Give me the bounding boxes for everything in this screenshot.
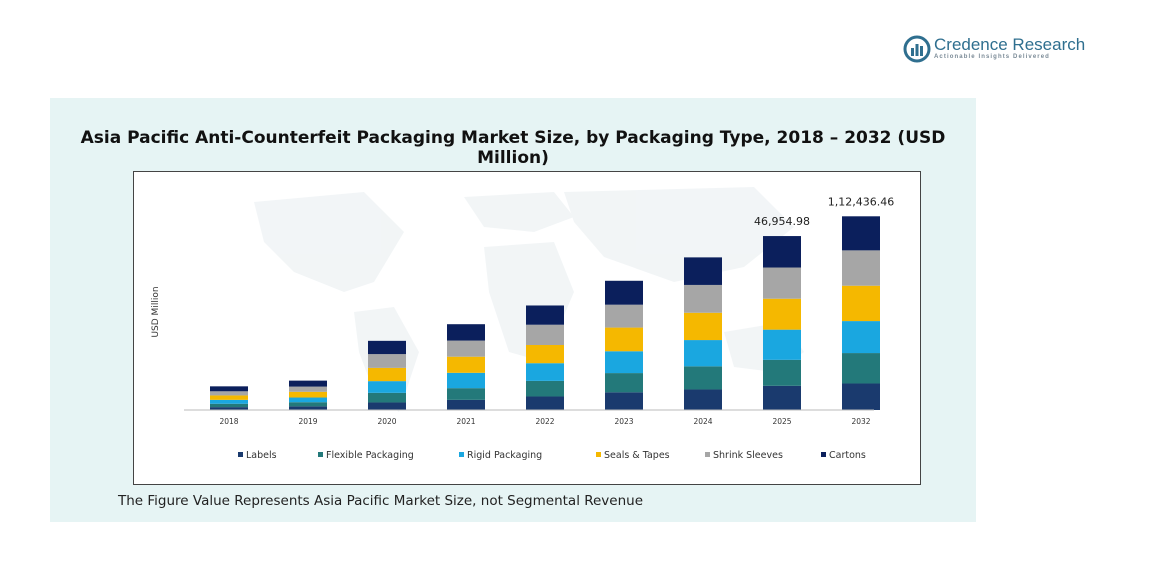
bar-segment-2023-3 xyxy=(605,327,643,352)
bar-segment-2023-2 xyxy=(605,351,643,374)
footnote: The Figure Value Represents Asia Pacific… xyxy=(118,493,644,509)
bar-segment-2021-5 xyxy=(447,324,485,341)
bar-segment-2021-1 xyxy=(447,388,485,400)
bar-segment-2019-1 xyxy=(289,402,327,407)
bar-segment-2032-5 xyxy=(842,216,880,251)
legend-label-2: Rigid Packaging xyxy=(467,450,542,461)
bar-segment-2019-4 xyxy=(289,386,327,392)
bar-segment-2019-5 xyxy=(289,380,327,387)
bar-segment-2018-3 xyxy=(210,395,248,400)
bar-segment-2019-0 xyxy=(289,406,327,410)
legend-label-4: Shrink Sleeves xyxy=(713,450,783,461)
chart-panel: Asia Pacific Anti-Counterfeit Packaging … xyxy=(50,98,976,522)
legend-label-1: Flexible Packaging xyxy=(326,450,414,461)
bar-segment-2023-0 xyxy=(605,392,643,410)
legend-marker-4 xyxy=(705,452,710,457)
bar-segment-2024-0 xyxy=(684,389,722,410)
bar-segment-2020-5 xyxy=(368,340,406,355)
legend-marker-2 xyxy=(459,452,464,457)
bar-segment-2019-2 xyxy=(289,397,327,403)
x-tick-label: 2022 xyxy=(535,417,554,426)
bar-segment-2022-0 xyxy=(526,396,564,410)
chart-svg: 2018 2019 2020 2021 2022 2023 2024 2025 2032 46,… xyxy=(151,187,894,461)
data-label-2025: 46,954.98 xyxy=(754,215,810,228)
x-tick-label: 2024 xyxy=(693,417,712,426)
legend-label-3: Seals & Tapes xyxy=(604,450,670,461)
bar-segment-2024-5 xyxy=(684,257,722,285)
bar-segment-2024-3 xyxy=(684,312,722,341)
bar-segment-2032-3 xyxy=(842,285,880,322)
bar-segment-2025-1 xyxy=(763,359,801,386)
x-tick-label: 2021 xyxy=(456,417,475,426)
bar-segment-2024-4 xyxy=(684,284,722,313)
legend-marker-1 xyxy=(318,452,323,457)
bar-segment-2022-2 xyxy=(526,363,564,381)
legend-marker-5 xyxy=(821,452,826,457)
bar-segment-2019-3 xyxy=(289,391,327,398)
data-label-2032: 1,12,436.46 xyxy=(828,195,894,208)
brand-name: Credence Research xyxy=(934,35,1086,54)
bar-segment-2020-2 xyxy=(368,381,406,393)
bar-segment-2025-4 xyxy=(763,267,801,299)
brand-tagline: Actionable Insights Delivered xyxy=(934,54,1050,60)
legend-label-5: Cartons xyxy=(829,450,866,461)
bar-segment-2032-1 xyxy=(842,353,880,384)
bar-segment-2022-3 xyxy=(526,345,564,364)
bar-segment-2022-1 xyxy=(526,380,564,397)
x-tick-label: 2032 xyxy=(851,417,870,426)
bar-segment-2023-4 xyxy=(605,304,643,328)
bar-segment-2020-4 xyxy=(368,354,406,368)
x-tick-label: 2025 xyxy=(772,417,791,426)
brand-logo-icon xyxy=(903,35,931,63)
bar-segment-2022-5 xyxy=(526,305,564,325)
bar-segment-2021-0 xyxy=(447,399,485,410)
brand-logo: Credence Research Actionable Insights De… xyxy=(903,33,1093,67)
bar-segment-2023-5 xyxy=(605,280,643,305)
bar-segment-2020-1 xyxy=(368,392,406,403)
y-axis-label: USD Million xyxy=(151,286,161,337)
x-tick-label: 2020 xyxy=(377,417,396,426)
x-tick-label: 2023 xyxy=(614,417,633,426)
bar-segment-2022-4 xyxy=(526,324,564,345)
bar-segment-2018-1 xyxy=(210,403,248,408)
legend-marker-3 xyxy=(596,452,601,457)
bar-segment-2024-2 xyxy=(684,340,722,367)
legend-label-0: Labels xyxy=(246,450,277,461)
bar-segment-2021-2 xyxy=(447,372,485,389)
bar-segment-2025-2 xyxy=(763,329,801,360)
bar-segment-2021-4 xyxy=(447,340,485,357)
bar-segment-2032-4 xyxy=(842,250,880,286)
bar-segment-2025-3 xyxy=(763,298,801,330)
bar-segment-2025-0 xyxy=(763,385,801,410)
bar-segment-2021-3 xyxy=(447,356,485,373)
x-tick-label: 2018 xyxy=(219,417,238,426)
plot-box: 2018 2019 2020 2021 2022 2023 2024 2025 2032 46,… xyxy=(133,171,921,485)
legend-marker-0 xyxy=(238,452,243,457)
x-tick-label: 2019 xyxy=(298,417,317,426)
bar-segment-2032-0 xyxy=(842,383,880,410)
bar-segment-2018-4 xyxy=(210,391,248,396)
bar-segment-2018-5 xyxy=(210,386,248,392)
bar-segment-2020-3 xyxy=(368,367,406,382)
bar-segment-2018-2 xyxy=(210,399,248,404)
bar-segment-2023-1 xyxy=(605,373,643,393)
bar-segment-2018-0 xyxy=(210,407,248,410)
bar-segment-2025-5 xyxy=(763,236,801,268)
bar-segment-2032-2 xyxy=(842,321,880,354)
bar-segment-2024-1 xyxy=(684,366,722,390)
chart-title: Asia Pacific Anti-Counterfeit Packaging … xyxy=(80,128,946,168)
bar-segment-2020-0 xyxy=(368,402,406,410)
